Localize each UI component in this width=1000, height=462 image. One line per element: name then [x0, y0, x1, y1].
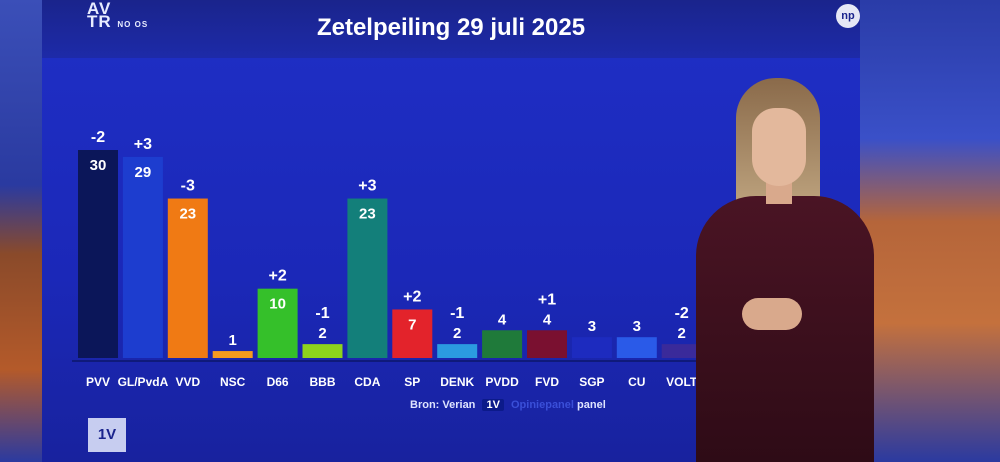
source-faint-text: Opiniepanel [511, 399, 574, 411]
bar-sp [392, 309, 433, 358]
source-caption: Bron: Verian 1V Opiniepanel panel [410, 399, 606, 411]
1v-logo: 1V [88, 418, 126, 452]
bar-cu [616, 337, 657, 358]
source-label: Bron: Verian [410, 399, 476, 411]
value-label: 2 [678, 325, 686, 342]
source-pill: 1V [482, 399, 504, 411]
change-label: -2 [675, 305, 689, 322]
value-label: 29 [135, 164, 152, 181]
avrotros-logo: AV TR NO OS [87, 0, 149, 31]
value-label: 1 [229, 332, 237, 349]
presenter-hands [742, 298, 802, 330]
bar-fvd [527, 330, 567, 358]
change-label: +3 [358, 178, 376, 195]
category-label: VVD [175, 375, 200, 389]
bar-volt [661, 344, 702, 358]
change-label: +2 [268, 268, 286, 285]
category-label: VOLT [666, 375, 698, 389]
category-label: PVDD [485, 375, 519, 389]
baseline [72, 360, 762, 362]
value-label: 10 [269, 296, 286, 313]
bar-denk [437, 344, 478, 358]
category-label: CU [628, 375, 645, 389]
seat-poll-chart: 30-2PVV29+3GL/PvdA23-3VVD1NSC10+2D662-1B… [72, 129, 762, 389]
category-label: NSC [220, 375, 246, 389]
value-label: 2 [318, 325, 326, 342]
source-suffix: panel [577, 399, 606, 411]
category-label: BBB [310, 375, 336, 389]
change-label: -2 [91, 129, 105, 146]
bar-nsc [212, 351, 253, 358]
studio-background-left [0, 0, 48, 462]
category-label: SGP [579, 375, 604, 389]
value-label: 2 [453, 325, 461, 342]
category-label: DENK [440, 375, 474, 389]
value-label: 30 [90, 157, 107, 174]
change-label: -1 [450, 305, 464, 322]
change-label: +2 [403, 288, 421, 305]
value-label: 3 [588, 318, 596, 335]
bar-sgp [571, 337, 612, 358]
category-label: GL/PvdA [118, 375, 169, 389]
value-label: 4 [498, 311, 507, 328]
value-label: 23 [179, 206, 196, 223]
bar-pvv [78, 150, 118, 358]
category-label: D66 [267, 375, 289, 389]
bar-vvd [167, 198, 208, 358]
presenter [690, 78, 890, 462]
value-label: 4 [543, 311, 552, 328]
value-label: 7 [408, 316, 416, 333]
value-label: 23 [359, 206, 376, 223]
bar-gl-pvda [122, 156, 163, 358]
change-label: +3 [134, 136, 152, 153]
value-label: 3 [633, 318, 641, 335]
change-label: -1 [315, 305, 329, 322]
category-label: PVV [86, 375, 110, 389]
presenter-face [752, 108, 806, 186]
npo-badge: np [836, 4, 860, 28]
bar-d66 [257, 288, 298, 358]
change-label: +1 [538, 291, 556, 308]
category-label: CDA [354, 375, 380, 389]
bar-pvdd [482, 330, 523, 358]
bar-bbb [302, 344, 343, 358]
category-label: FVD [535, 375, 559, 389]
bar-cda [347, 198, 388, 358]
chart-title: Zetelpeiling 29 juli 2025 [316, 14, 586, 41]
change-label: -3 [181, 178, 195, 195]
category-label: SP [404, 375, 420, 389]
title-bar: AV TR NO OS Zetelpeiling 29 juli 2025 np [42, 0, 860, 58]
